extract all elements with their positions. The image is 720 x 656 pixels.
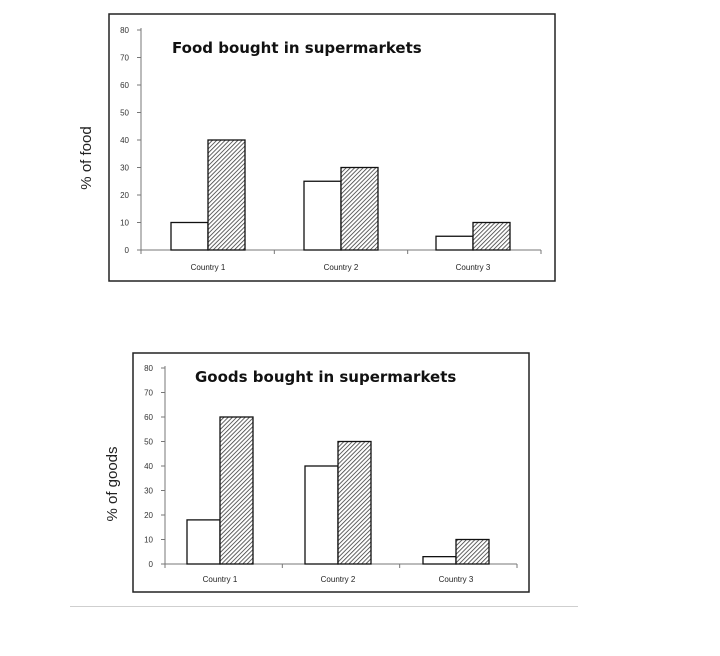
- y-tick-label: 10: [144, 536, 153, 545]
- y-tick-label: 50: [120, 109, 129, 118]
- chart-goods: % of goods Goods bought in supermarkets …: [104, 352, 530, 593]
- x-category-label: Country 3: [439, 575, 474, 584]
- y-tick-label: 70: [120, 54, 129, 63]
- y-tick-label: 80: [144, 364, 153, 373]
- chart-food: % of food Food bought in supermarkets 0 1…: [78, 13, 556, 282]
- chart-food-plot: 0 10 20 30 40 50 60 70 80 Country 1 Country 2 Count…: [120, 26, 542, 272]
- x-category-label: Country 2: [321, 575, 356, 584]
- bar-food-country2-series1: [303, 180, 342, 251]
- y-tick-label: 70: [144, 389, 153, 398]
- y-tick-label: 60: [120, 81, 129, 90]
- chart-goods-ylabel: % of goods: [104, 446, 121, 521]
- y-tick-label: 40: [120, 136, 129, 145]
- bar-goods-country3-series1: [422, 556, 457, 565]
- bar-goods-country1-series1: [186, 519, 221, 565]
- chart-goods-plot: 0 10 20 30 40 50 60 70 80 Country 1 Country 2 Count…: [144, 364, 518, 584]
- bar-food-country1-series1: [170, 221, 209, 251]
- chart-food-ylabel: % of food: [78, 126, 95, 189]
- x-category-label: Country 3: [456, 263, 491, 272]
- y-tick-label: 50: [144, 438, 153, 447]
- y-tick-label: 30: [144, 487, 153, 496]
- bar-food-country2-series2: [340, 166, 379, 251]
- y-tick-label: 20: [120, 191, 129, 200]
- chart-goods-title: Goods bought in supermarkets: [195, 368, 456, 386]
- y-tick-label: 0: [149, 560, 154, 569]
- y-tick-label: 10: [120, 219, 129, 228]
- bar-goods-country2-series2: [337, 440, 372, 565]
- bar-goods-country3-series2: [455, 538, 490, 565]
- x-category-label: Country 1: [203, 575, 238, 584]
- x-category-label: Country 1: [191, 263, 226, 272]
- y-tick-label: 0: [125, 246, 130, 255]
- chart-food-title: Food bought in supermarkets: [172, 39, 422, 57]
- page-divider: [70, 606, 578, 607]
- y-tick-label: 30: [120, 164, 129, 173]
- bar-goods-country2-series1: [304, 465, 339, 565]
- bar-goods-country1-series2: [219, 416, 254, 565]
- y-tick-label: 40: [144, 462, 153, 471]
- y-tick-label: 20: [144, 511, 153, 520]
- y-tick-label: 60: [144, 413, 153, 422]
- bar-food-country3-series1: [435, 235, 474, 251]
- bar-food-country3-series2: [472, 221, 511, 251]
- bar-food-country1-series2: [207, 139, 246, 251]
- y-tick-label: 80: [120, 26, 129, 35]
- x-category-label: Country 2: [324, 263, 359, 272]
